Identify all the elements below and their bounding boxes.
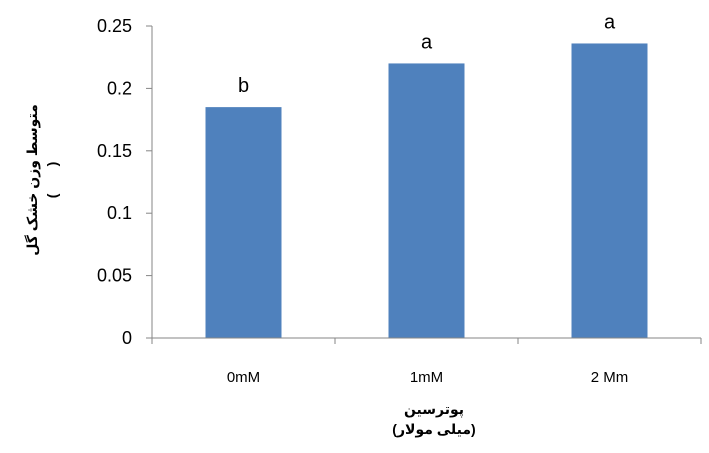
y-tick-label: 0.2 [107,78,132,98]
x-axis-ticks: 0mM 1mM 2 Mm [151,338,702,386]
bar-data-label: a [604,11,616,33]
y-axis-subtitle: ( ) [44,162,60,199]
x-axis-title: پوترسین [404,401,464,418]
bar [205,107,282,339]
bars [205,43,648,339]
bar-data-label: b [238,75,249,97]
x-axis-subtitle: (میلی مولار) [392,421,475,438]
y-tick-label: 0.05 [97,266,132,286]
y-tick-label: 0.1 [107,203,132,223]
bar-data-label: a [421,31,433,53]
y-tick-label: 0 [122,328,132,348]
x-tick-label: 1mM [410,369,443,386]
y-axis-title: متوسط وزن خشک گل [24,104,41,256]
data-labels: b a a [238,11,616,97]
y-tick-label: 0.25 [97,16,132,36]
bar [388,63,465,338]
x-tick-label: 0mM [227,369,260,386]
y-tick-label: 0.15 [97,141,132,161]
y-axis-ticks: 0 0.05 0.1 0.15 0.2 0.25 [97,16,152,348]
bar [571,43,648,339]
x-tick-label: 2 Mm [591,369,629,386]
